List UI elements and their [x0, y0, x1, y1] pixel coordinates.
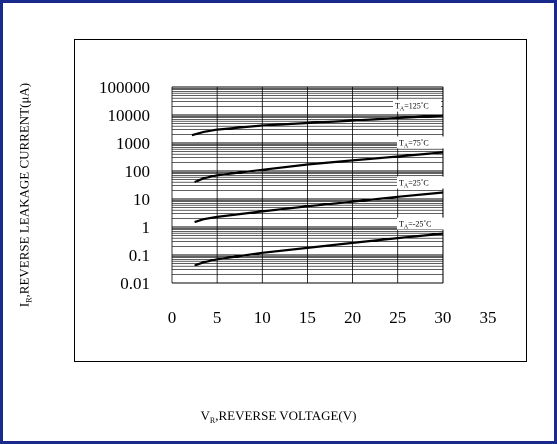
x-tick-label: 25 [389, 308, 406, 327]
y-tick-label: 1000 [116, 134, 150, 153]
series-label-bg [397, 217, 445, 230]
x-tick-label: 35 [480, 308, 497, 327]
series-label: TA=75˚C [399, 138, 429, 149]
x-tick-label: 15 [299, 308, 316, 327]
y-tick-label: 1 [142, 218, 151, 237]
y-tick-label: 100000 [99, 78, 150, 97]
series-line [191, 114, 443, 137]
series-line [194, 232, 444, 267]
y-tick-label: 0.01 [120, 274, 150, 293]
y-tick-label: 10 [133, 190, 150, 209]
x-tick-label: 30 [434, 308, 451, 327]
y-tick-label: 100 [125, 162, 151, 181]
x-tick-label: 20 [344, 308, 361, 327]
y-axis-title-main: I [16, 302, 32, 308]
x-axis-title: VR,REVERSE VOLTAGE(V) [0, 408, 557, 425]
series-label-bg [397, 176, 445, 189]
x-tick-label: 10 [254, 308, 271, 327]
series-label-bg [393, 99, 441, 112]
x-tick-label: 0 [168, 308, 177, 327]
x-axis-title-sub: R [209, 416, 216, 425]
x-axis-title-rest: ,REVERSE VOLTAGE(V) [215, 408, 357, 423]
y-axis-title: IR,REVERSE LEAKAGE CURRENT(μA) [17, 83, 34, 307]
x-axis-title-main: V [200, 408, 210, 423]
y-tick-label: 0.1 [129, 246, 150, 265]
x-tick-label: 5 [213, 308, 222, 327]
y-tick-label: 10000 [108, 106, 151, 125]
series-line [194, 151, 443, 184]
series-line [194, 191, 444, 224]
series-label: TA=-25˚C [399, 220, 431, 231]
y-axis-title-rest: ,REVERSE LEAKAGE CURRENT(μA) [16, 82, 32, 298]
series-label: TA=125˚C [395, 102, 429, 113]
y-axis-title-sub: R [24, 297, 34, 303]
series-label-bg [397, 136, 445, 149]
series-label: TA=25˚C [399, 179, 429, 190]
